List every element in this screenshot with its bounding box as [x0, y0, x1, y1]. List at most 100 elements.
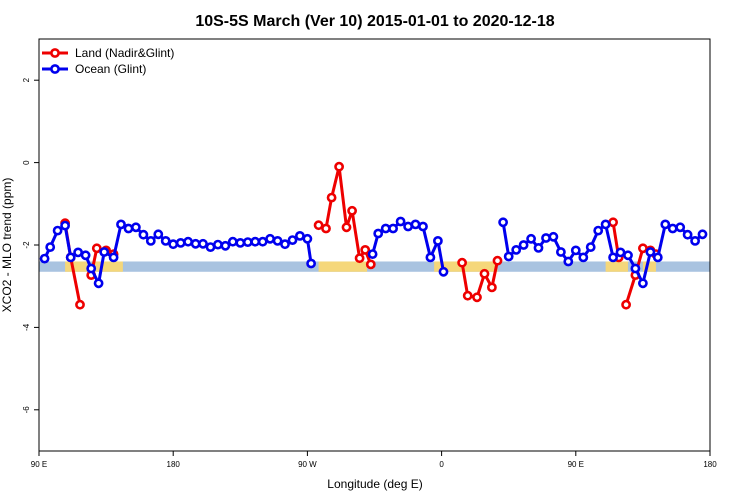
x-axis-label: Longitude (deg E): [327, 477, 422, 491]
data-point-ocean: [116, 219, 126, 230]
data-point-ocean: [518, 240, 529, 250]
data-point-ocean: [175, 237, 186, 248]
data-point-land: [479, 268, 490, 279]
data-point-ocean: [425, 252, 436, 263]
data-point-ocean: [160, 235, 171, 246]
data-point-ocean: [294, 230, 305, 241]
band-land-span: [605, 261, 628, 272]
data-point-ocean: [541, 233, 551, 243]
data-point-land: [621, 299, 631, 310]
data-point-ocean: [585, 242, 596, 252]
data-point-ocean: [60, 220, 70, 231]
data-point-ocean: [272, 235, 283, 246]
x-tick-label: 180: [703, 460, 717, 469]
data-point-land: [326, 192, 337, 203]
data-point-ocean: [227, 236, 238, 247]
y-axis: 2 0 -2 -4 -6: [22, 77, 39, 413]
x-axis: 90 E 180 90 W 0 90 E 180: [31, 451, 717, 469]
data-point-ocean: [533, 242, 544, 253]
y-axis-label: XCO2 - MLO trend (ppm): [0, 178, 14, 313]
y-tick-label: -2: [22, 241, 31, 249]
data-point-land: [472, 292, 482, 303]
data-point-ocean: [287, 235, 298, 245]
y-tick-label: -6: [22, 406, 31, 414]
data-point-ocean: [638, 278, 648, 289]
data-point-land: [91, 243, 102, 254]
band-land-span: [65, 261, 88, 272]
data-point-land: [334, 161, 344, 172]
data-point-ocean: [388, 223, 398, 234]
chart-title: 10S-5S March (Ver 10) 2015-01-01 to 2020…: [195, 13, 554, 30]
data-point-land: [360, 244, 371, 255]
data-point-land: [608, 217, 618, 228]
data-point-ocean: [511, 244, 522, 255]
data-point-ocean: [168, 239, 179, 250]
data-point-ocean: [432, 235, 443, 246]
legend-label-ocean: Ocean (Glint): [75, 62, 146, 76]
data-point-ocean: [503, 251, 514, 262]
y-tick-label: -4: [22, 323, 31, 331]
data-point-ocean: [302, 233, 313, 244]
data-point-land: [486, 282, 497, 293]
x-tick-label: 90 W: [298, 460, 317, 469]
data-point-land: [492, 255, 503, 266]
y-tick-label: 0: [22, 160, 31, 165]
data-point-land: [313, 220, 324, 231]
data-point-ocean: [99, 247, 110, 257]
data-point-ocean: [280, 239, 290, 250]
data-point-ocean: [145, 235, 156, 246]
data-point-ocean: [623, 250, 633, 261]
x-tick-label: 90 E: [568, 460, 584, 469]
data-point-ocean: [570, 245, 581, 256]
data-point-ocean: [556, 247, 566, 257]
x-tick-label: 0: [439, 460, 444, 469]
data-point-ocean: [52, 225, 63, 236]
x-tick-label: 180: [167, 460, 181, 469]
data-point-ocean: [39, 253, 50, 264]
data-point-ocean: [373, 228, 384, 239]
data-point-ocean: [183, 236, 193, 247]
series-group: [39, 161, 708, 310]
data-point-ocean: [65, 252, 76, 263]
data-point-land: [354, 253, 365, 264]
data-point-ocean: [660, 219, 671, 230]
data-point-ocean: [212, 239, 223, 250]
data-point-land: [462, 290, 473, 301]
data-point-land: [341, 222, 352, 233]
data-point-ocean: [138, 229, 149, 240]
data-point-ocean: [682, 229, 693, 240]
data-point-ocean: [675, 222, 686, 233]
data-point-ocean: [45, 242, 56, 252]
data-point-ocean: [93, 278, 104, 289]
data-point-land: [347, 205, 357, 216]
data-point-land: [321, 223, 331, 234]
data-point-ocean: [108, 252, 119, 263]
data-point-ocean: [697, 229, 708, 240]
data-point-ocean: [690, 235, 700, 246]
data-point-ocean: [395, 216, 406, 227]
data-point-ocean: [130, 222, 141, 233]
legend-marker-ocean: [50, 64, 60, 74]
data-point-ocean: [235, 237, 246, 248]
data-point-ocean: [600, 219, 611, 230]
data-point-ocean: [593, 225, 604, 236]
data-point-ocean: [410, 219, 421, 230]
data-point-ocean: [630, 263, 641, 274]
data-point-ocean: [367, 249, 378, 259]
band-land-span: [318, 261, 368, 272]
data-point-land: [75, 299, 85, 310]
data-point-ocean: [652, 252, 663, 263]
data-point-ocean: [563, 256, 574, 267]
x-tick-label: 90 E: [31, 460, 47, 469]
y-tick-label: 2: [22, 77, 31, 82]
data-point-ocean: [608, 252, 618, 263]
data-point-ocean: [73, 247, 83, 258]
data-point-ocean: [306, 258, 316, 269]
legend-marker-land: [50, 48, 60, 58]
data-point-ocean: [548, 231, 559, 242]
data-point-ocean: [645, 247, 656, 257]
data-point-ocean: [250, 236, 261, 247]
data-point-ocean: [86, 263, 97, 274]
data-point-land: [365, 259, 376, 270]
data-point-ocean: [667, 223, 678, 234]
